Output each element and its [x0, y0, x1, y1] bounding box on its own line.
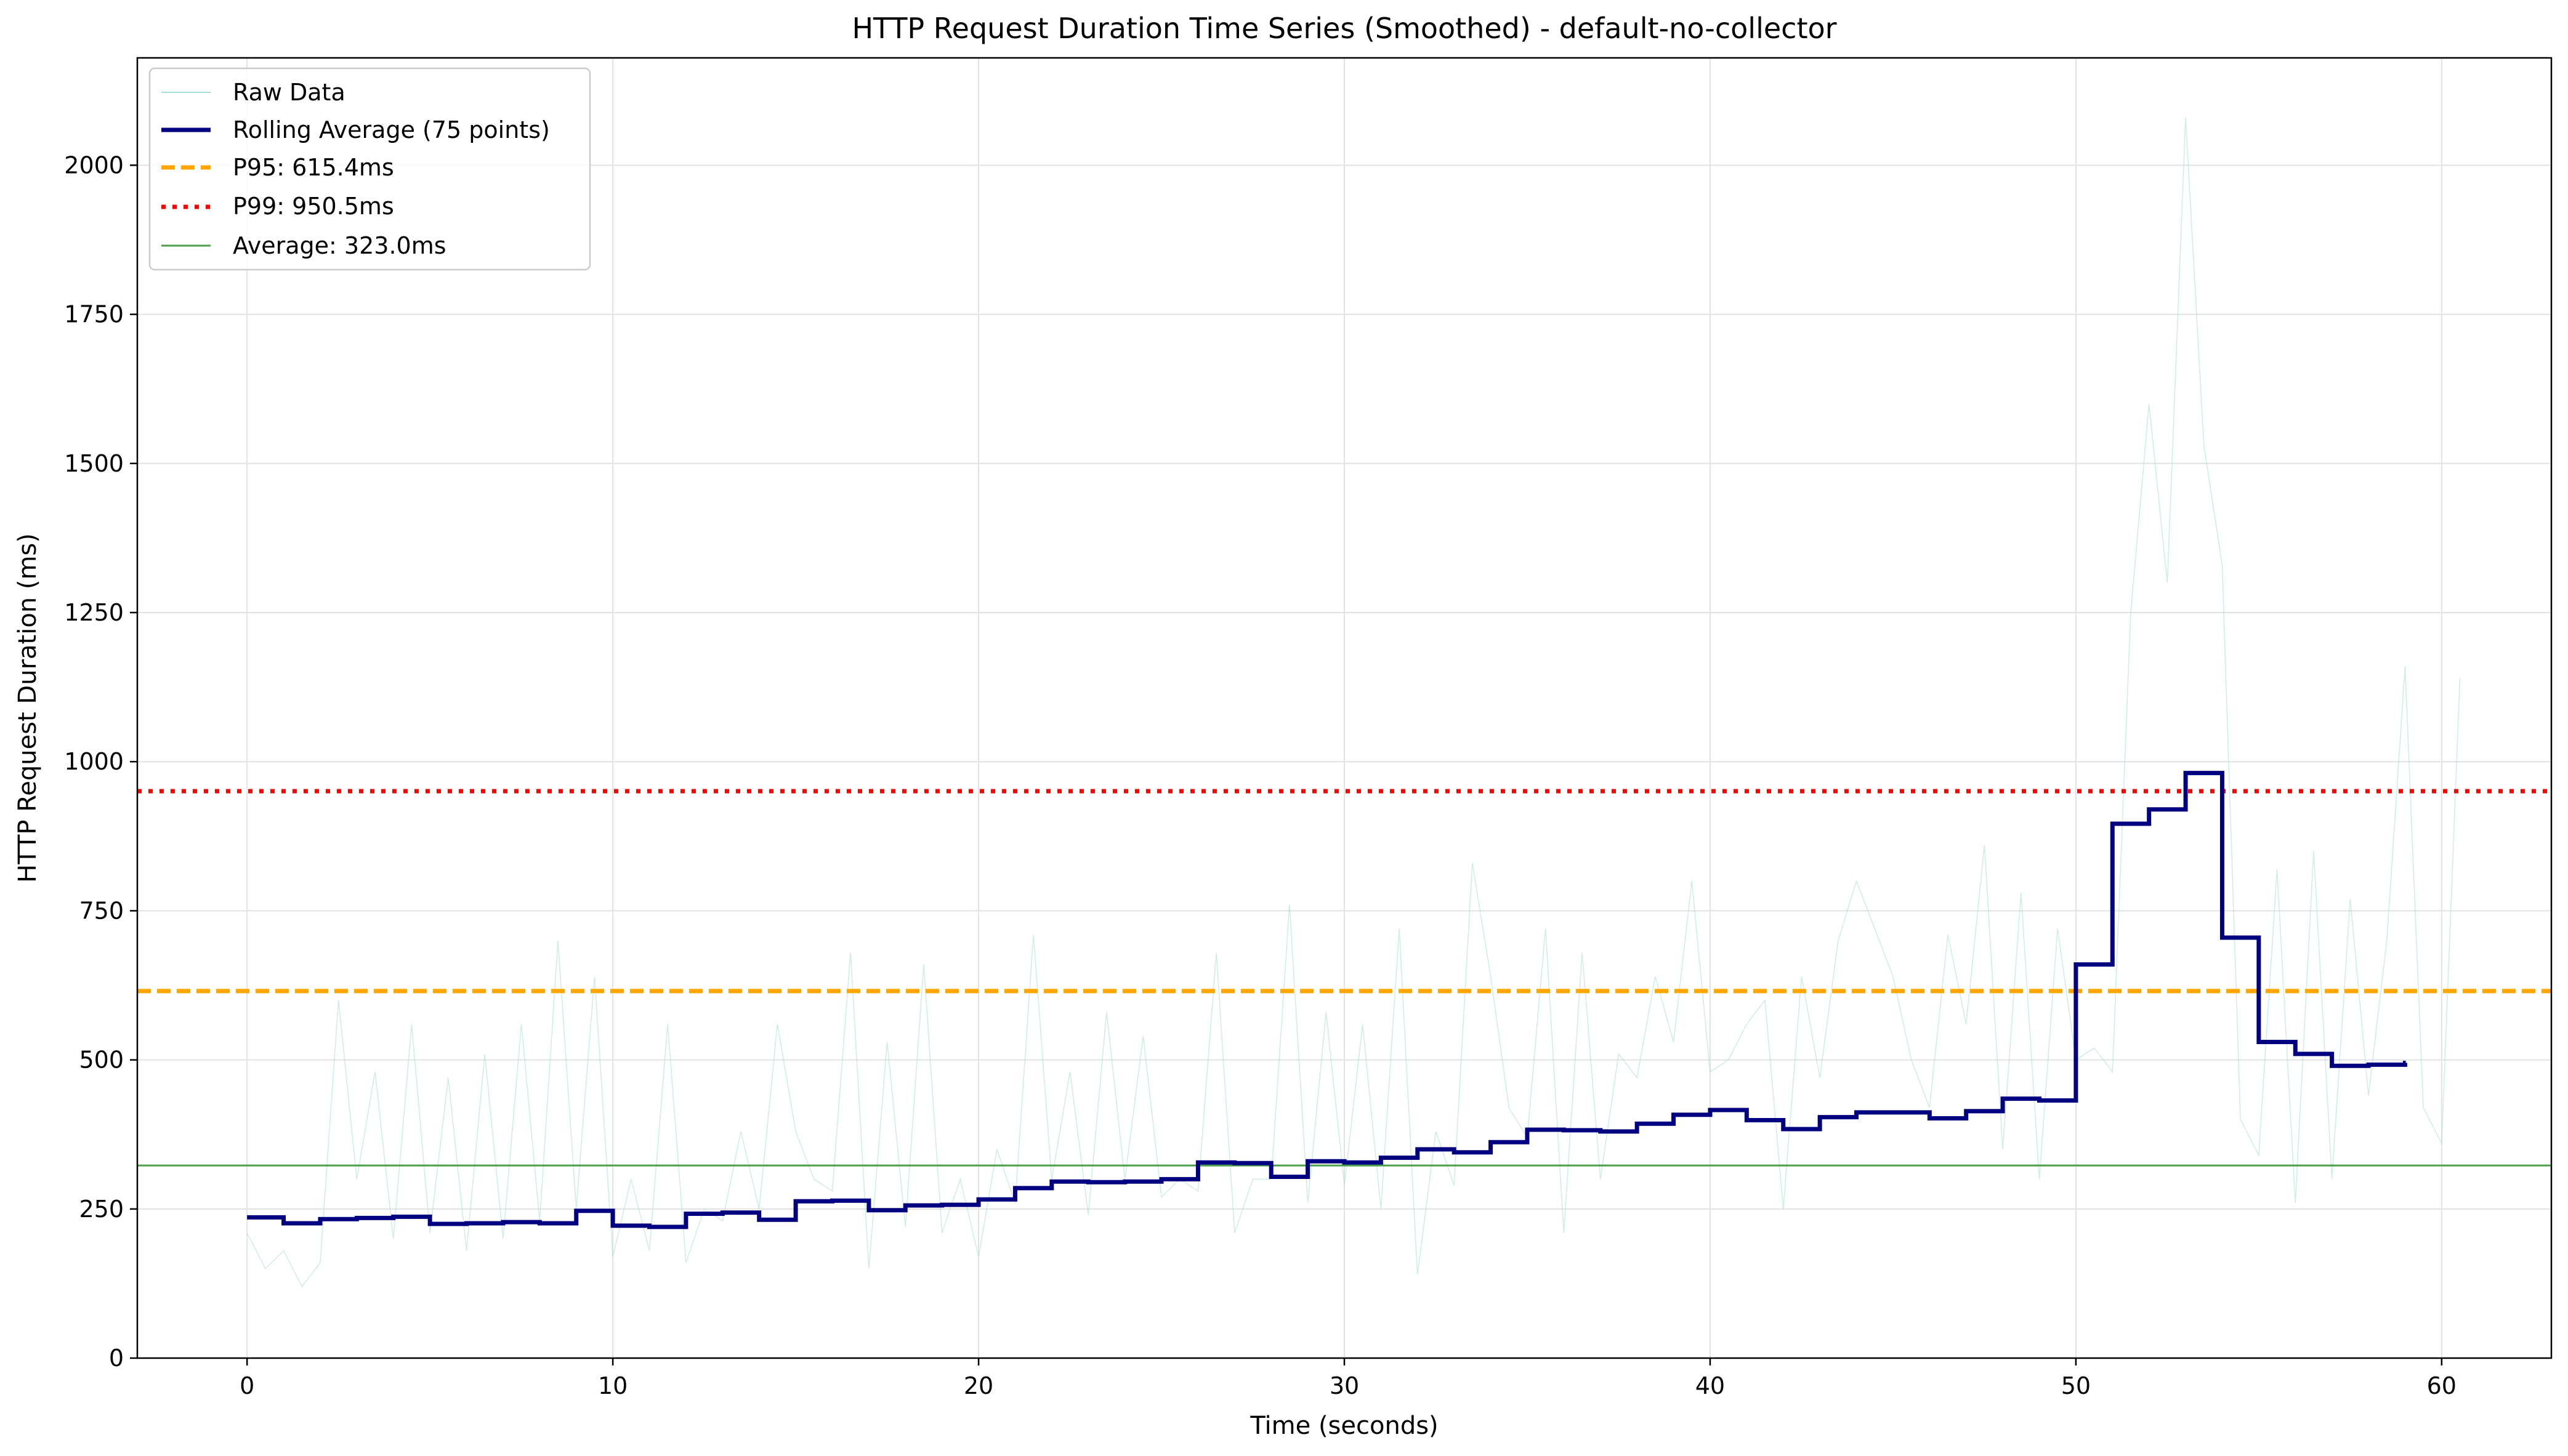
legend: Raw Data Rolling Average (75 points) P95…: [148, 67, 591, 271]
y-tick-label: 1750: [64, 301, 124, 328]
raw-data-line: [246, 117, 2461, 1288]
x-tick-label: 0: [240, 1372, 254, 1399]
rolling-average-series: [247, 771, 2407, 1229]
x-tick-label: 10: [598, 1372, 628, 1399]
y-tick-label: 250: [79, 1196, 124, 1223]
y-tick-label: 2000: [64, 151, 124, 179]
y-tick-label: 750: [79, 897, 124, 924]
reference-lines: [137, 789, 2551, 1167]
rolling-average-line: [247, 771, 2407, 1229]
legend-label-raw-data: Raw Data: [233, 79, 345, 106]
y-tick-label: 1000: [64, 748, 124, 775]
x-tick-label: 40: [1695, 1372, 1725, 1399]
x-tick-label: 50: [2061, 1372, 2091, 1399]
x-axis: 0 10 20 30 40 50 60: [240, 1358, 2457, 1399]
chart-title: HTTP Request Duration Time Series (Smoot…: [852, 12, 1836, 45]
legend-label-average: Average: 323.0ms: [233, 232, 446, 259]
y-axis: 0 250 500 750 1000 1250 1500 1750 2000: [64, 151, 137, 1372]
x-tick-label: 60: [2427, 1372, 2457, 1399]
y-tick-label: 1250: [64, 599, 124, 626]
x-tick-label: 30: [1330, 1372, 1359, 1399]
y-tick-label: 500: [79, 1047, 124, 1074]
legend-label-p95: P95: 615.4ms: [233, 154, 394, 181]
x-axis-label: Time (seconds): [1250, 1412, 1438, 1440]
y-axis-label: HTTP Request Duration (ms): [14, 533, 42, 883]
legend-label-p99: P99: 950.5ms: [233, 193, 394, 220]
legend-box: [148, 67, 591, 271]
y-tick-label: 0: [109, 1345, 124, 1372]
y-tick-label: 1500: [64, 450, 124, 477]
x-tick-label: 20: [964, 1372, 993, 1399]
legend-label-rolling-average: Rolling Average (75 points): [233, 116, 550, 143]
raw-data-series: [246, 117, 2461, 1288]
